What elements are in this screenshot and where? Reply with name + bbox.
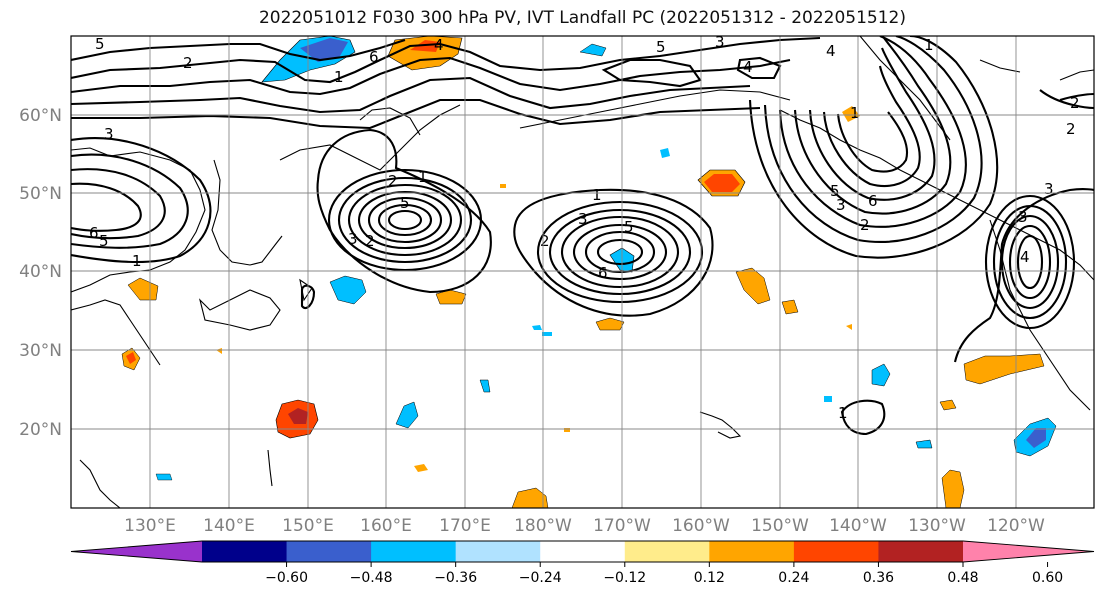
colorbar-segment [202,541,288,562]
colorbar-segment [878,541,964,562]
lon-label: 120°W [987,516,1045,536]
lon-label: 170°W [593,516,651,536]
lon-label: 170°E [439,516,491,536]
longitude-labels: 130°E 140°E 150°E 160°E 170°E 180°W 170°… [124,516,1045,536]
contour-label: 6 [868,192,878,210]
contour-label: 3 [715,33,725,51]
colorbar-segment [793,541,879,562]
contour-label: 3 [1044,180,1054,198]
colorbar-tick-label: −0.60 [265,570,308,586]
contour-label: 2 [540,232,550,250]
lat-label: 40°N [19,262,62,282]
lon-label: 130°E [124,516,176,536]
lat-label: 20°N [19,420,62,440]
contour-labels: 5 2 1 6 4 3 2 1 5 3 2 1 3 5 6 1 2 3 5 6 … [89,33,1080,422]
contour-label: 2 [183,54,193,72]
contour-label: 5 [656,38,666,56]
contour-label: 3 [104,125,114,143]
lat-label: 30°N [19,341,62,361]
contour-label: 2 [388,172,398,190]
lon-label: 180°W [514,516,572,536]
contour-label: 5 [95,35,105,53]
lon-label: 140°E [203,516,255,536]
lon-label: 140°W [829,516,887,536]
colorbar-extension-high [963,541,1094,562]
gridlines [71,36,1094,508]
contour-label: 3 [578,210,588,228]
lat-label: 60°N [19,106,62,126]
colorbar-segment [286,541,372,562]
contour-label: 1 [924,36,934,54]
contour-label: 1 [334,68,344,86]
contour-label: 4 [434,36,444,54]
lat-label: 50°N [19,184,62,204]
colorbar-tick-label: −0.12 [603,570,646,586]
lon-label: 160°E [360,516,412,536]
colorbar-segment [540,541,626,562]
contour-label: 5 [830,182,840,200]
colorbar-tick-label: 0.48 [947,570,978,586]
contour-label: 6 [598,264,608,282]
colorbar-segment [455,541,541,562]
contour-label: 2 [1070,94,1080,112]
contour-label: 1 [838,404,848,422]
colorbar-segment [624,541,710,562]
colorbar-tick-label: 0.24 [778,570,809,586]
colorbar-tick-label: −0.36 [434,570,477,586]
colorbar-tick-label: 0.36 [863,570,894,586]
contour-label: 5 [624,218,634,236]
contour-label: 6 [89,224,99,242]
contour-label: 3 [1018,208,1028,226]
colorbar: −0.60 −0.48 −0.36 −0.24 −0.12 0.12 0.24 0.36 0.4… [70,540,1095,586]
map-title: 2022051012 F030 300 hPa PV, IVT Landfall… [258,8,906,28]
colorbar-tick-label: −0.24 [519,570,562,586]
latitude-labels: 60°N 50°N 40°N 30°N 20°N [19,106,62,440]
colorbar-tick-label: 0.60 [1032,570,1063,586]
colorbar-tick-label: −0.48 [350,570,393,586]
contour-label: 5 [400,194,410,212]
lon-label: 150°W [751,516,809,536]
colorbar-segment [371,541,457,562]
contour-label: 1 [850,104,860,122]
colorbar-extension-low [71,541,202,562]
contour-label: 3 [836,196,846,214]
contour-label: 4 [1020,248,1030,266]
colorbar-outline [70,540,1095,563]
contour-label: 1 [592,186,602,204]
contour-label: 4 [826,42,836,60]
contour-label: 1 [418,168,428,186]
map-frame [70,35,1095,509]
contour-label: 2 [1066,120,1076,138]
contour-label: 6 [369,48,379,66]
colorbar-tick-label: 0.12 [694,570,725,586]
contour-label: 2 [365,232,375,250]
colorbar-segment [709,541,795,562]
pv-contours [71,36,1094,436]
contour-label: 3 [348,230,358,248]
map-area [71,36,1094,508]
contour-label: 4 [743,58,753,76]
lon-label: 130°W [908,516,966,536]
lon-label: 150°E [282,516,334,536]
lon-label: 160°W [672,516,730,536]
contour-label: 2 [860,216,870,234]
shaded-anomalies [121,36,1057,508]
contour-label: 1 [132,252,142,270]
contour-label: 5 [99,232,109,250]
